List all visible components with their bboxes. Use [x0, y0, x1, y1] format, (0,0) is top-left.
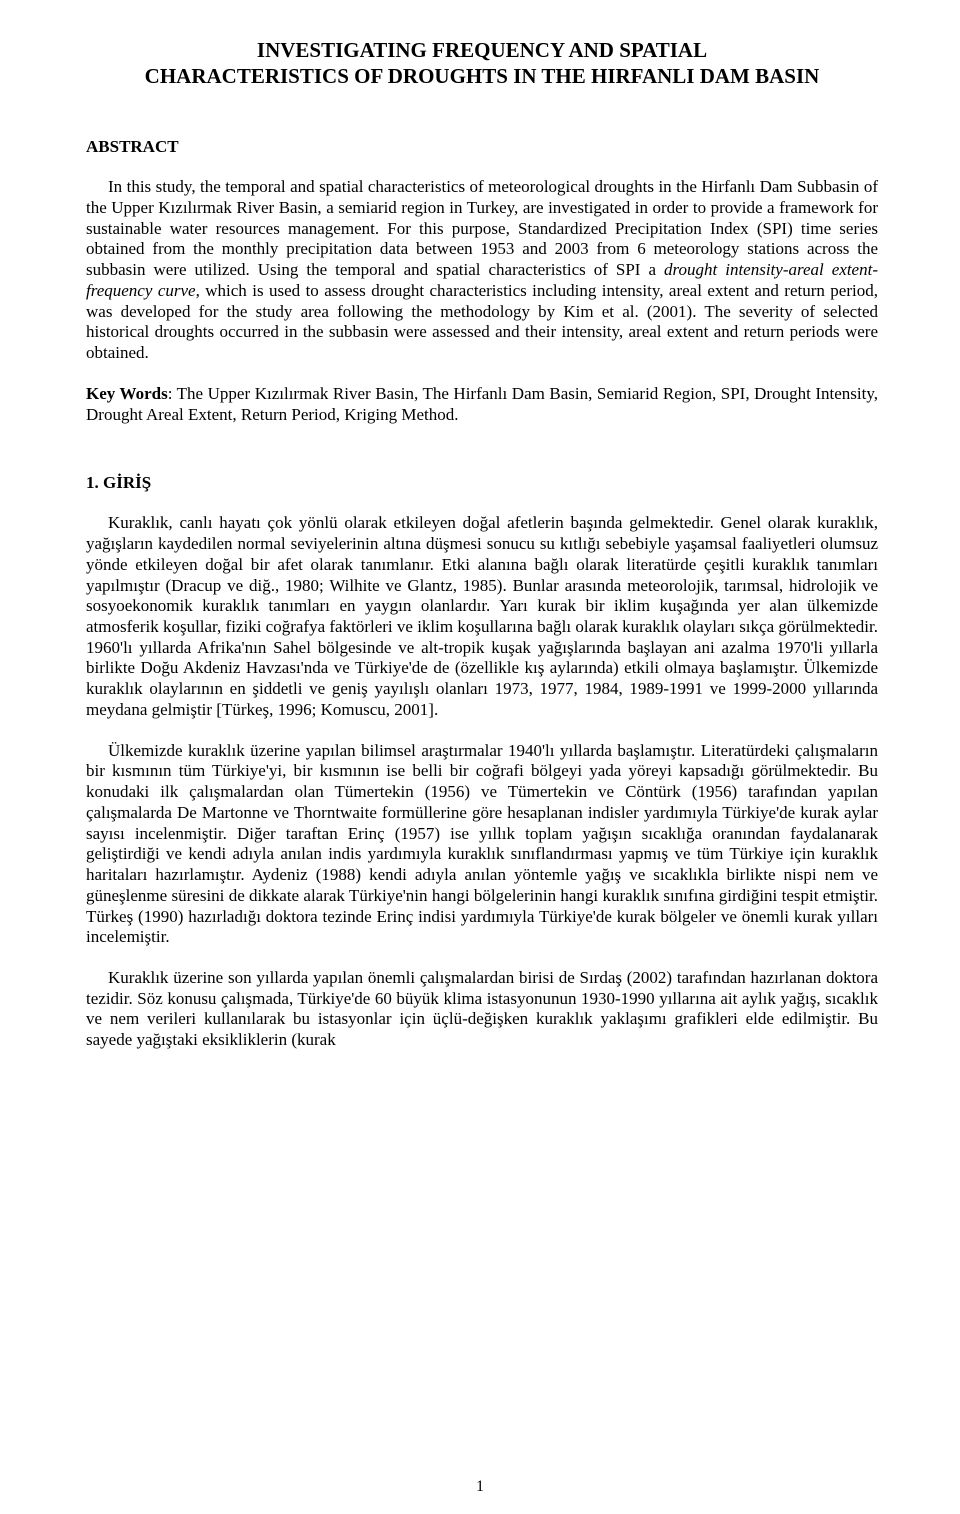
paragraph-1: Kuraklık, canlı hayatı çok yönlü olarak … [86, 513, 878, 720]
abstract-body: In this study, the temporal and spatial … [86, 177, 878, 364]
page: INVESTIGATING FREQUENCY AND SPATIAL CHAR… [0, 0, 960, 1514]
title-line-2: CHARACTERISTICS OF DROUGHTS IN THE HIRFA… [145, 64, 820, 88]
title-line-1: INVESTIGATING FREQUENCY AND SPATIAL [257, 38, 707, 62]
paragraph-3: Kuraklık üzerine son yıllarda yapılan ön… [86, 968, 878, 1051]
keywords-label: Key Words [86, 384, 168, 403]
abstract-post: , which is used to assess drought charac… [86, 281, 878, 362]
abstract-heading: ABSTRACT [86, 137, 878, 157]
paper-title: INVESTIGATING FREQUENCY AND SPATIAL CHAR… [86, 38, 878, 89]
page-number: 1 [0, 1478, 960, 1496]
paragraph-2: Ülkemizde kuraklık üzerine yapılan bilim… [86, 741, 878, 948]
keywords-text: : The Upper Kızılırmak River Basin, The … [86, 384, 878, 424]
section-heading: 1. GİRİŞ [86, 473, 878, 493]
keywords: Key Words: The Upper Kızılırmak River Ba… [86, 384, 878, 425]
